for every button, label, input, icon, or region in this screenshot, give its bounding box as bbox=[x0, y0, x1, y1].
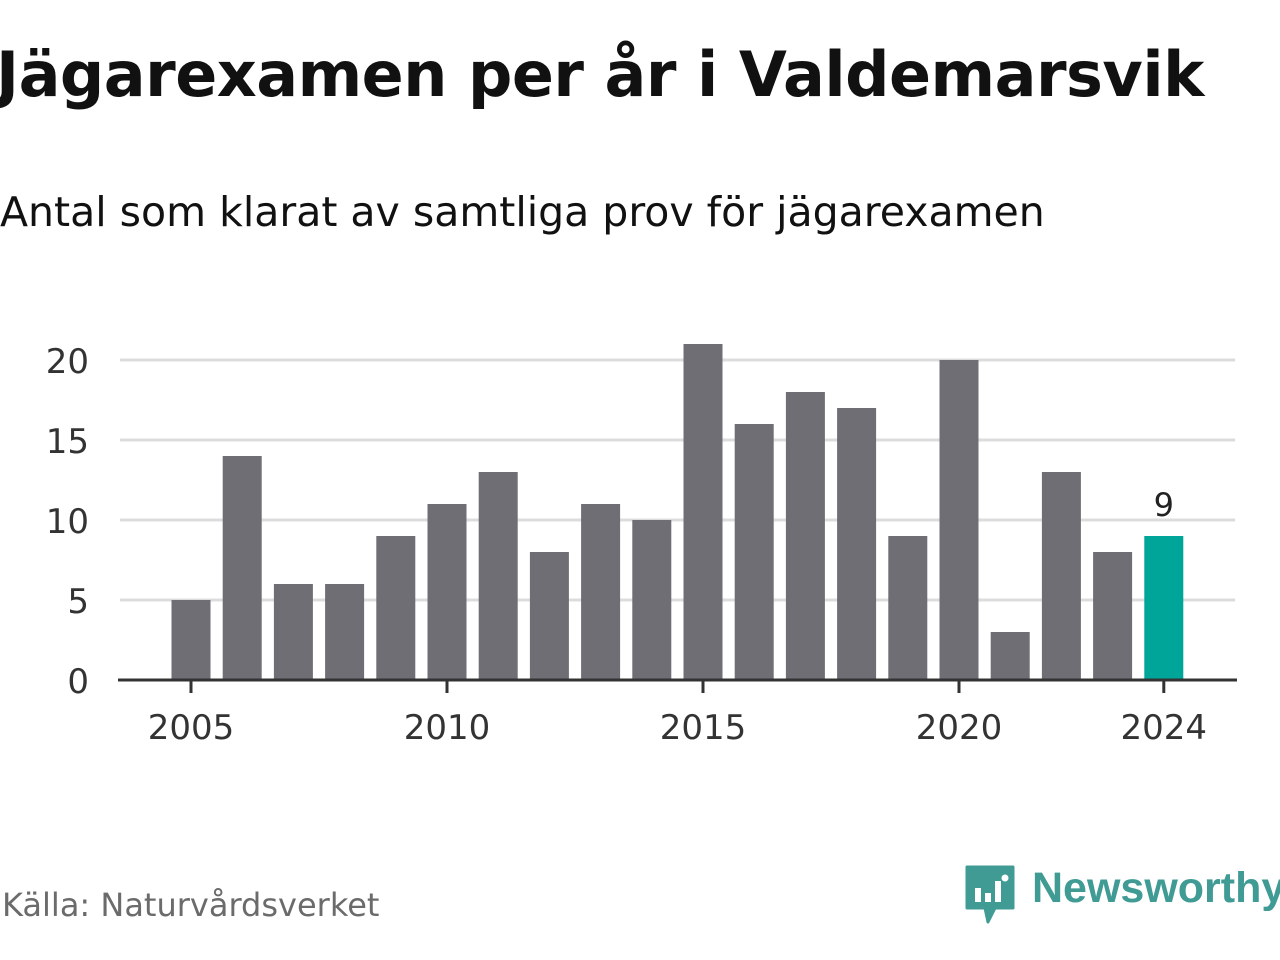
y-tick-label: 10 bbox=[46, 502, 89, 542]
bar-chart: 0 5 10 15 20 9 2005 2010 2015 2020 2024 bbox=[46, 342, 1237, 748]
bar-2024 bbox=[1144, 536, 1184, 680]
x-tick-label: 2020 bbox=[916, 708, 1003, 748]
y-tick-label: 0 bbox=[67, 662, 89, 702]
bar-2006 bbox=[222, 456, 262, 680]
data-label-2024: 9 bbox=[1154, 486, 1174, 524]
bar-2015 bbox=[683, 344, 723, 680]
bar-2023 bbox=[1093, 552, 1133, 680]
source-note: Källa: Naturvårdsverket bbox=[2, 886, 380, 924]
y-tick-label: 5 bbox=[67, 582, 89, 622]
bar-2005 bbox=[171, 600, 211, 680]
x-axis: 2005 2010 2015 2020 2024 bbox=[118, 678, 1237, 748]
y-tick-label: 20 bbox=[46, 342, 89, 382]
bars bbox=[171, 344, 1184, 680]
bar-2021 bbox=[990, 632, 1030, 680]
bar-2011 bbox=[478, 472, 518, 680]
bar-2012 bbox=[529, 552, 569, 680]
chart-title: Jägarexamen per år i Valdemarsvik bbox=[0, 38, 1204, 111]
bar-2018 bbox=[837, 408, 877, 680]
y-tick-label: 15 bbox=[46, 422, 89, 462]
bar-2022 bbox=[1041, 472, 1081, 680]
data-labels: 9 bbox=[1154, 486, 1174, 524]
bar-2009 bbox=[376, 536, 416, 680]
bar-2019 bbox=[888, 536, 928, 680]
chart-subtitle: Antal som klarat av samtliga prov för jä… bbox=[0, 188, 1045, 236]
bar-2020 bbox=[939, 360, 979, 680]
newsworthy-logo-text: Newsworthy bbox=[1032, 864, 1280, 912]
bar-2008 bbox=[325, 584, 365, 680]
y-axis-labels: 0 5 10 15 20 bbox=[46, 342, 89, 702]
bar-2007 bbox=[273, 584, 313, 680]
x-tick-label: 2010 bbox=[404, 708, 491, 748]
bar-2017 bbox=[785, 392, 825, 680]
x-tick-label: 2024 bbox=[1121, 708, 1208, 748]
x-tick-label: 2015 bbox=[660, 708, 747, 748]
bar-2016 bbox=[734, 424, 774, 680]
newsworthy-logo-icon bbox=[965, 865, 1015, 924]
x-tick-label: 2005 bbox=[148, 708, 235, 748]
bar-2013 bbox=[581, 504, 621, 680]
bar-2010 bbox=[427, 504, 467, 680]
bar-2014 bbox=[632, 520, 672, 680]
